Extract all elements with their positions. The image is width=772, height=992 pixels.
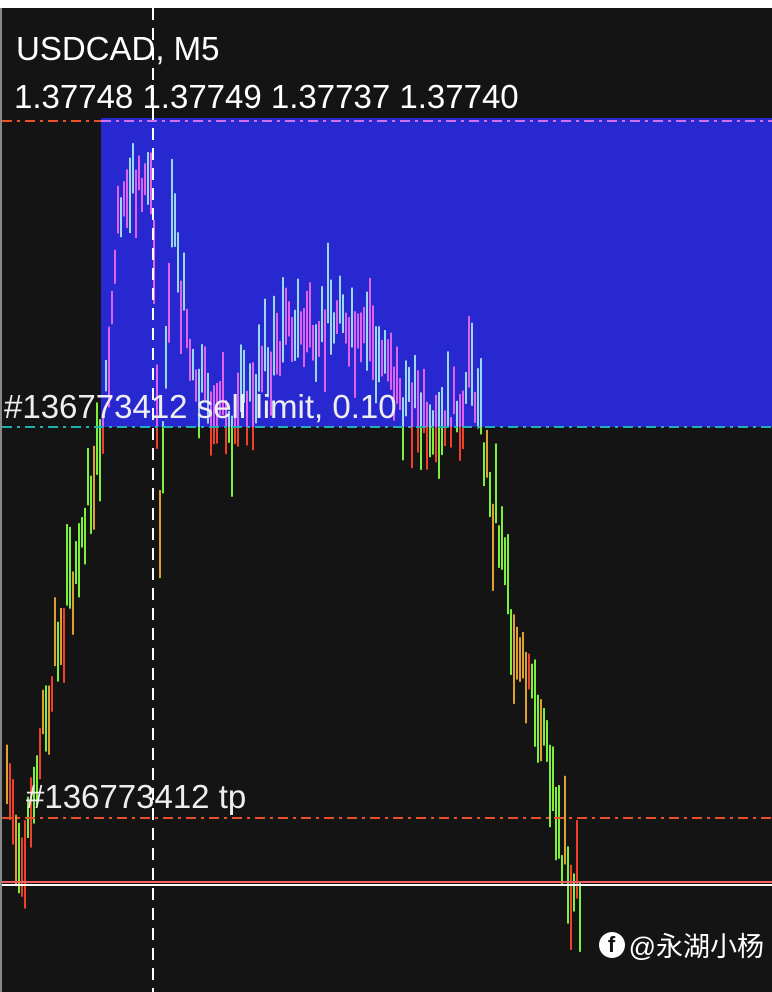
sell-limit-zone bbox=[101, 118, 772, 427]
take-profit-label[interactable]: #136773412 tp bbox=[26, 778, 247, 815]
watermark-text: @永湖小杨 bbox=[628, 932, 764, 962]
price-chart[interactable]: USDCAD, M5 1.37748 1.37749 1.37737 1.377… bbox=[0, 8, 772, 992]
ohlc-values: 1.37748 1.37749 1.37737 1.37740 bbox=[14, 78, 519, 115]
sell-limit-order-label[interactable]: #136773412 sell limit, 0.10 bbox=[4, 388, 397, 425]
watermark: f @永湖小杨 bbox=[598, 925, 764, 964]
facebook-icon: f bbox=[598, 931, 625, 958]
symbol-timeframe: USDCAD, M5 bbox=[16, 30, 220, 67]
chart-canvas bbox=[2, 8, 772, 992]
price-bars bbox=[6, 143, 581, 952]
